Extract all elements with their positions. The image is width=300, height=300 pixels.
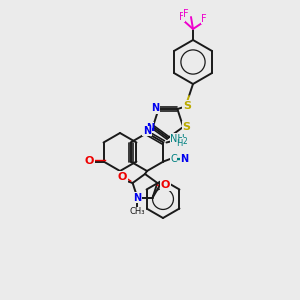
Text: 2: 2 [182, 137, 187, 146]
Text: NH: NH [170, 134, 185, 143]
Text: F: F [183, 9, 189, 19]
Text: N: N [143, 126, 151, 136]
Text: N: N [180, 154, 188, 164]
Text: F: F [179, 12, 185, 22]
Text: O: O [118, 172, 127, 182]
Text: H: H [176, 139, 183, 148]
Text: S: S [182, 122, 190, 132]
Text: F: F [201, 14, 207, 24]
Text: CH₃: CH₃ [130, 207, 145, 216]
Text: C: C [170, 154, 177, 164]
Text: N: N [133, 193, 141, 202]
Text: N: N [146, 123, 154, 133]
Text: O: O [85, 157, 94, 166]
Text: S: S [183, 101, 191, 111]
Text: O: O [161, 180, 170, 190]
Text: N: N [152, 103, 160, 113]
